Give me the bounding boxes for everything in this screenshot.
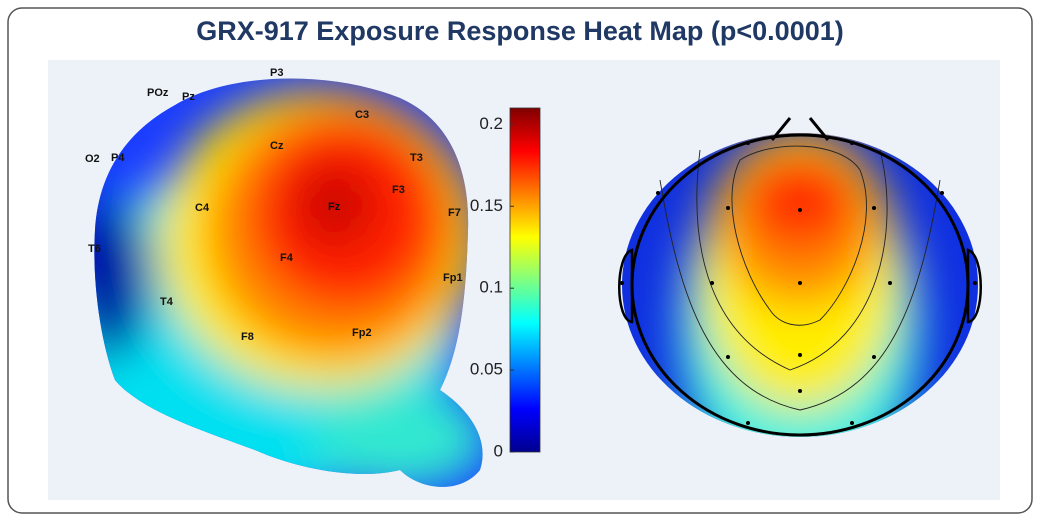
electrode-label: C3: [355, 109, 369, 121]
electrode-dot: [940, 191, 944, 195]
electrode-label: Cz: [270, 140, 284, 152]
electrode-dot: [850, 141, 854, 145]
electrode-label: F4: [280, 252, 294, 264]
colorbar-tick-label: 0.2: [479, 114, 503, 133]
page: GRX-917 Exposure Response Heat Map (p<0.…: [0, 0, 1040, 521]
electrode-label: Fp2: [352, 327, 372, 339]
electrode-label: F3: [392, 184, 405, 196]
electrode-dot: [620, 281, 624, 285]
electrode-dot: [746, 421, 750, 425]
colorbar: [510, 108, 540, 452]
electrode-label: C4: [195, 202, 210, 214]
colorbar-tick-label: 0: [494, 441, 503, 460]
colorbar-tick-label: 0.1: [479, 278, 503, 297]
electrode-label: Fp1: [443, 272, 463, 284]
electrode-label: T6: [88, 243, 101, 255]
electrode-dot: [872, 206, 876, 210]
electrode-label: P3: [270, 67, 283, 79]
electrode-label: T4: [160, 296, 174, 308]
electrode-label: P4: [111, 152, 125, 164]
electrode-dot: [798, 281, 802, 285]
electrode-label: Fz: [328, 201, 341, 213]
electrode-label: POz: [147, 87, 169, 99]
electrode-label: F8: [241, 331, 254, 343]
electrode-dot: [746, 141, 750, 145]
electrode-dot: [888, 281, 892, 285]
colorbar-tick-label: 0.05: [470, 360, 503, 379]
electrode-dot: [798, 208, 802, 212]
electrode-dot: [726, 355, 730, 359]
electrode-label: F7: [448, 207, 461, 219]
electrode-dot: [798, 353, 802, 357]
title: GRX-917 Exposure Response Heat Map (p<0.…: [196, 16, 844, 46]
figure: GRX-917 Exposure Response Heat Map (p<0.…: [0, 0, 1040, 521]
electrode-label: Pz: [182, 91, 195, 103]
electrode-dot: [872, 355, 876, 359]
electrode-dot: [850, 421, 854, 425]
colorbar-tick-label: 0.15: [470, 196, 503, 215]
electrode-dot: [710, 281, 714, 285]
electrode-label: O2: [85, 153, 100, 165]
electrode-label: T3: [410, 152, 423, 164]
electrode-dot: [656, 191, 660, 195]
electrode-dot: [798, 389, 802, 393]
electrode-dot: [973, 281, 977, 285]
electrode-dot: [726, 206, 730, 210]
